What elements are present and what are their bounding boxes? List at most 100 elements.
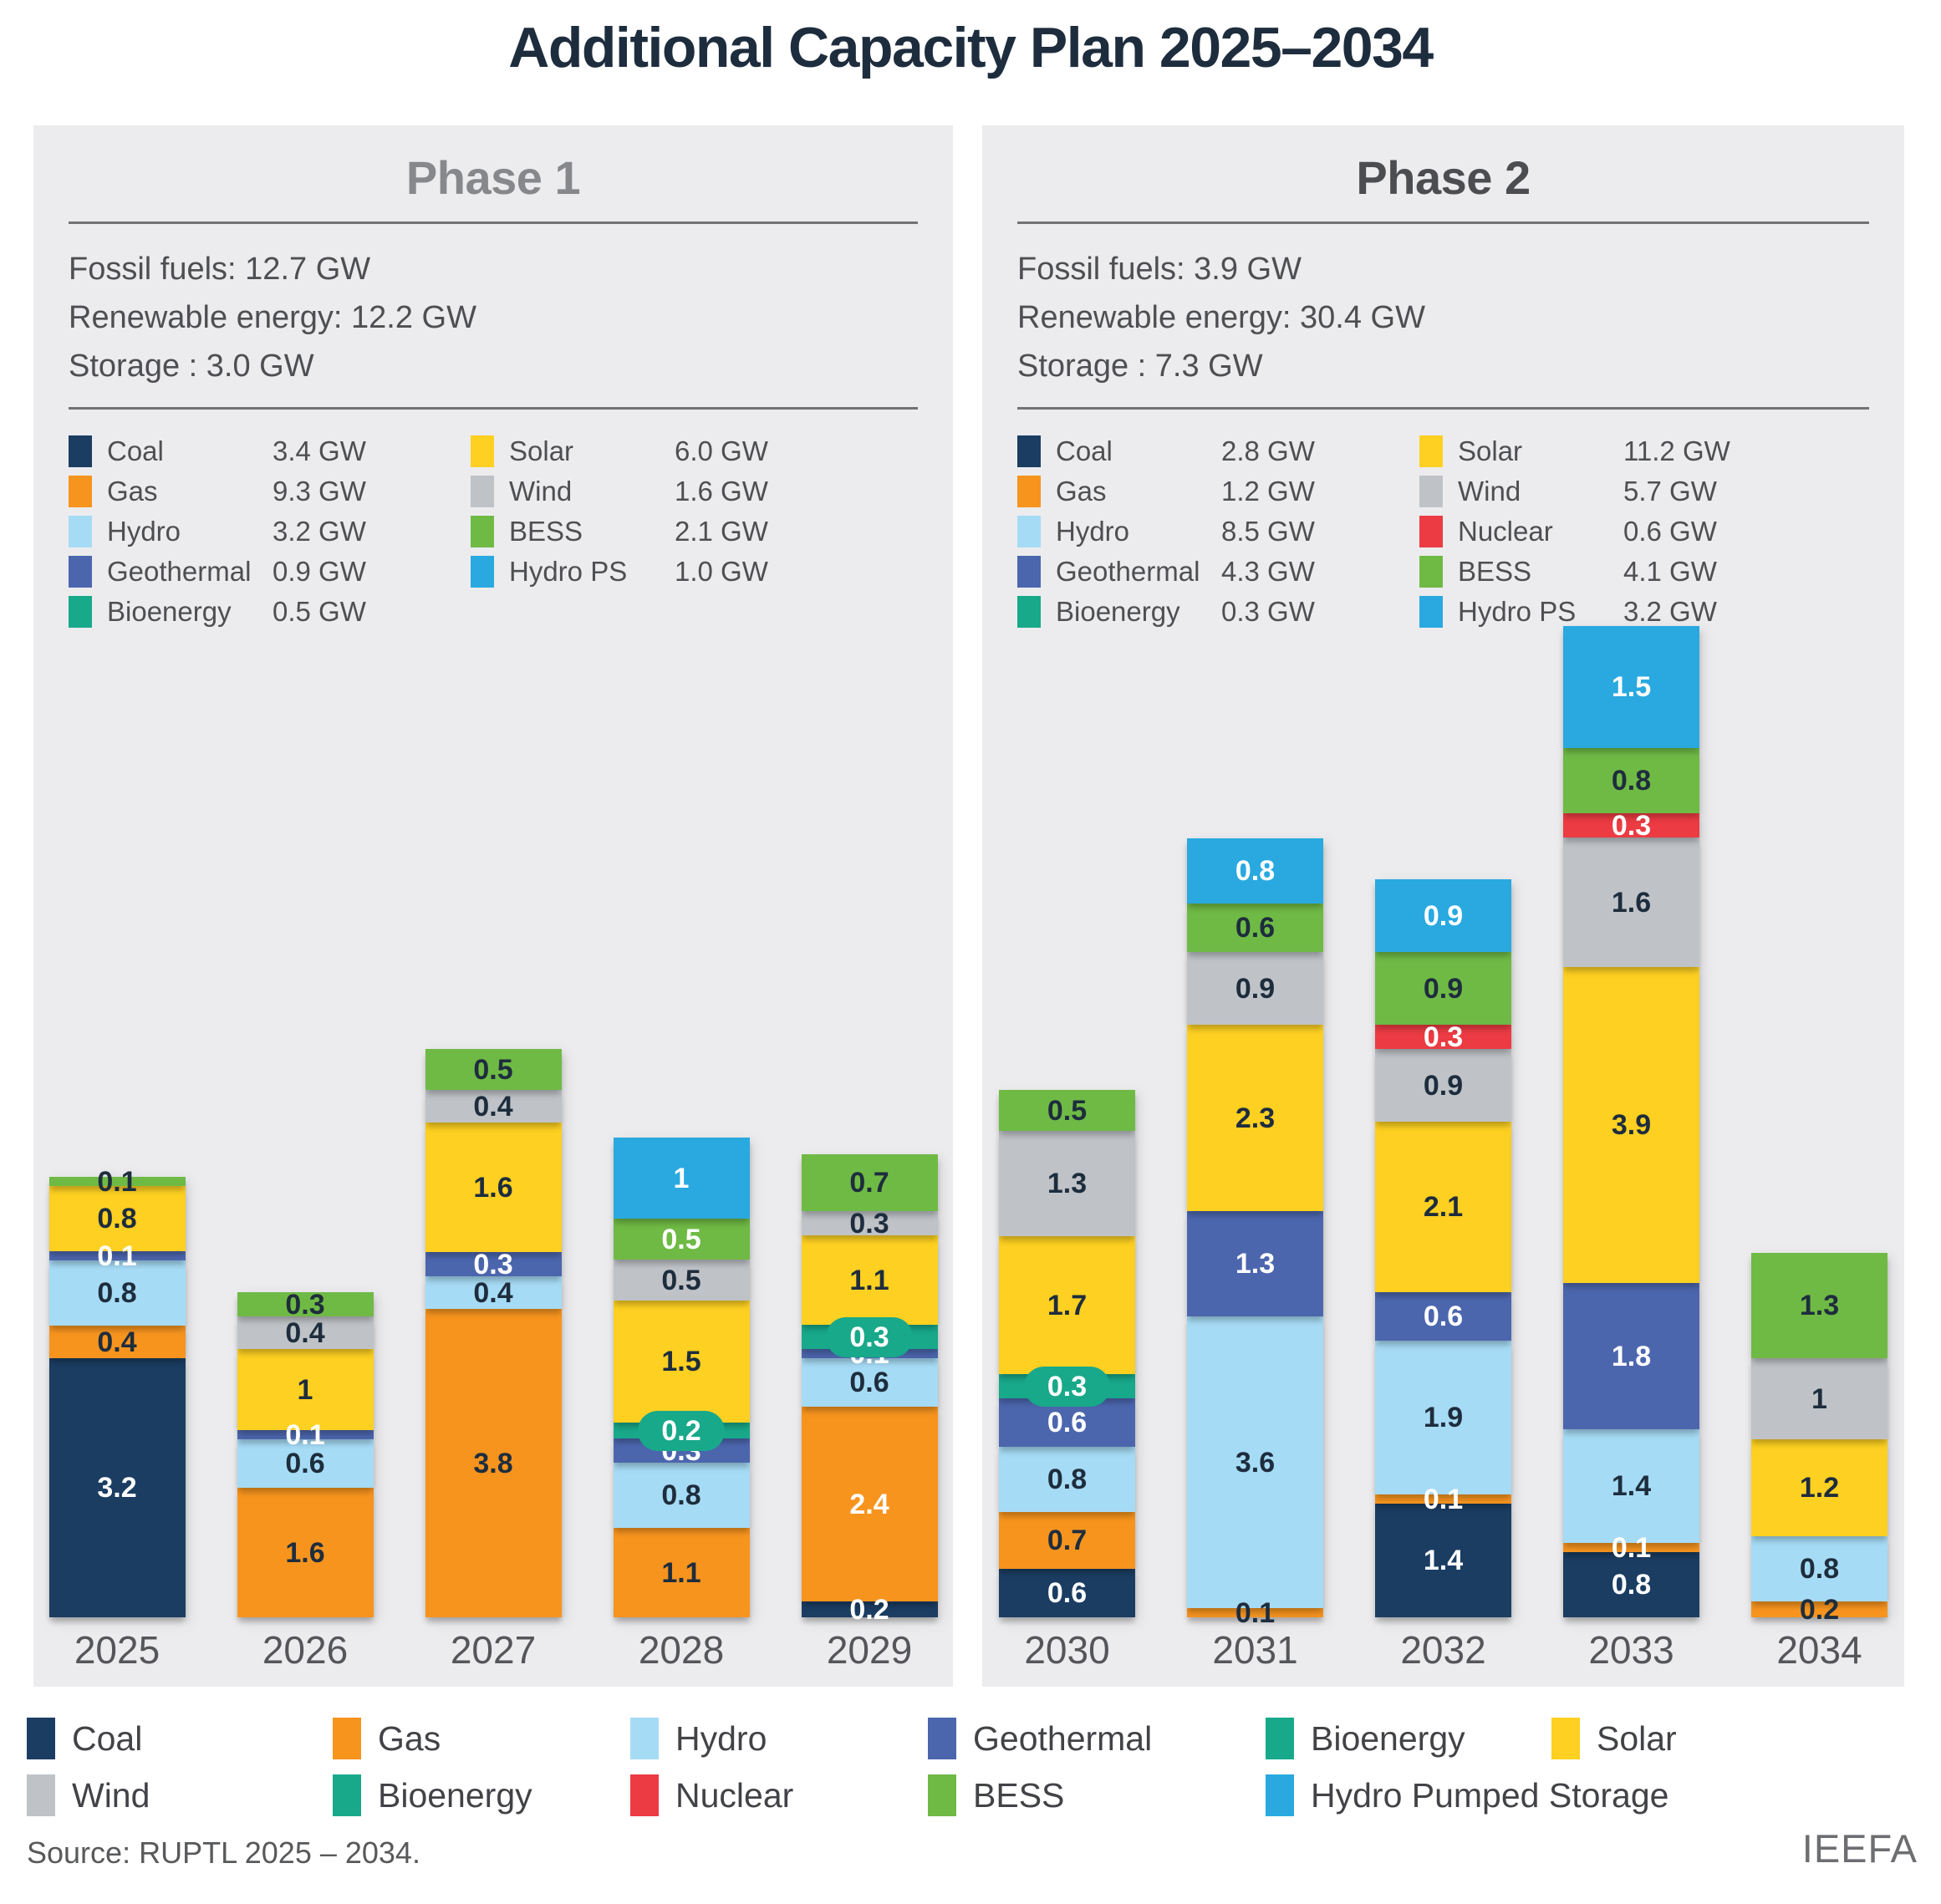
segment-value-label: 1 (673, 1162, 690, 1194)
bar-segment-hydro: 0.6 (801, 1358, 938, 1407)
footer-legend-item-hydro: Hydro (630, 1715, 928, 1762)
footer-legend-label: Bioenergy (378, 1775, 532, 1815)
divider (69, 407, 918, 410)
bar-segment-nuclear: 0.3 (1563, 809, 1699, 842)
segment-value-label: 0.4 (473, 1276, 513, 1309)
legend-value: 9.3 GW (273, 476, 366, 507)
bar-column-2034: 0.2 0.8 1.2 1 1.3 2034 (1751, 1253, 1888, 1672)
bar-segment-solar: 1.1 (801, 1235, 938, 1325)
segment-value-label: 3.9 (1611, 1109, 1652, 1141)
phase1-storage-total: Storage : 3.0 GW (69, 348, 314, 384)
footer-legend-item-coal: Coal (27, 1715, 333, 1762)
segment-value-label: 0.3 (1423, 1021, 1464, 1053)
legend-label: Geothermal (107, 556, 252, 588)
gas-swatch (69, 476, 92, 508)
segment-value-label: 0.1 (97, 1165, 137, 1198)
geothermal-swatch (1017, 556, 1041, 588)
segment-value-label: 2.4 (849, 1488, 889, 1520)
segment-value-label: 1.4 (1423, 1545, 1464, 1576)
legend-label: Gas (107, 476, 158, 507)
bar-segment-nuclear: 0.3 (1375, 1021, 1511, 1053)
year-label-2034: 2034 (1776, 1628, 1862, 1672)
bar-column-2031: 0.1 3.6 1.3 2.3 0.9 0.6 0.8 2031 (1187, 838, 1323, 1672)
segment-value-label: 3.8 (473, 1447, 513, 1479)
segment-value-label: 1.6 (285, 1536, 325, 1569)
segment-value-label: 0.3 (1023, 1366, 1111, 1407)
bar-column-2025: 3.2 0.4 0.8 0.1 0.8 0.1 2025 (48, 1168, 186, 1672)
bar-stack-2030: 0.6 0.7 0.8 0.6 0.3 1.7 1.3 0.5 (999, 1090, 1135, 1617)
legend-label: Hydro (1056, 516, 1130, 547)
bar-segment-bess: 0.5 (613, 1219, 750, 1260)
segment-value-label: 0.3 (1611, 809, 1652, 842)
segment-value-label: 0.2 (638, 1410, 725, 1451)
phase1-title: Phase 1 (405, 151, 581, 204)
segment-value-label: 0.4 (97, 1326, 137, 1358)
year-label-2032: 2032 (1400, 1628, 1486, 1672)
bar-stack-2028: 1.1 0.8 0.3 0.2 1.5 0.5 0.5 1 (613, 1138, 750, 1617)
bar-segment-solar: 3.9 (1563, 967, 1699, 1283)
bar-segment-coal: 0.2 (801, 1596, 938, 1624)
segment-value-label: 0.5 (473, 1053, 513, 1086)
divider (1017, 407, 1869, 410)
segment-value-label: 0.6 (1423, 1301, 1464, 1332)
bar-segment-hydro: 0.6 (237, 1439, 374, 1488)
footer-legend-label: Geothermal (973, 1718, 1153, 1758)
bar-segment-coal: 0.6 (999, 1569, 1135, 1617)
legend-item-coal: Coal 3.4 GW (69, 431, 471, 471)
legend-value: 1.2 GW (1221, 476, 1315, 507)
phase1-fossil-total: Fossil fuels: 12.7 GW (69, 252, 371, 287)
brand-logo: IEEFA (1801, 1826, 1918, 1871)
bar-segment-wind: 0.4 (425, 1090, 562, 1123)
legend-value: 0.6 GW (1623, 516, 1717, 547)
year-label-2031: 2031 (1212, 1628, 1298, 1672)
bar-segment-gas: 0.7 (999, 1512, 1135, 1569)
legend-label: BESS (1458, 556, 1532, 588)
bar-segment-bess: 0.5 (425, 1049, 562, 1090)
segment-value-label: 3.6 (1235, 1446, 1276, 1479)
phase2-fossil-total: Fossil fuels: 3.9 GW (1017, 252, 1302, 287)
bar-segment-hydro: 1.4 (1563, 1429, 1699, 1543)
bar-segment-coal: 0.8 (1563, 1552, 1699, 1617)
bar-segment-bioenergy: 0.3 (801, 1316, 938, 1357)
legend-item-hydro_ps: Hydro PS 3.2 GW (1419, 592, 1730, 632)
bar-segment-geothermal: 1.8 (1563, 1283, 1699, 1429)
bar-segment-bess: 0.9 (1375, 952, 1511, 1025)
legend-value: 0.3 GW (1221, 596, 1315, 628)
legend-value: 5.7 GW (1623, 476, 1717, 507)
segment-value-label: 1.9 (1423, 1402, 1464, 1433)
segment-value-label: 0.8 (1611, 765, 1652, 797)
segment-value-label: 0.5 (661, 1264, 701, 1296)
legend-label: Coal (107, 435, 164, 467)
bar-stack-2026: 1.6 0.6 0.1 1 0.4 0.3 (237, 1291, 374, 1617)
legend-item-bioenergy: Bioenergy 0.3 GW (1017, 592, 1419, 632)
bar-segment-bess: 0.1 (48, 1168, 186, 1196)
segment-value-label: 0.9 (1235, 972, 1276, 1005)
footer-legend-item-wind: Wind (27, 1772, 333, 1819)
bar-segment-geothermal: 0.6 (999, 1398, 1135, 1447)
year-label-2030: 2030 (1024, 1628, 1110, 1672)
bar-segment-bess: 1.3 (1751, 1253, 1888, 1358)
legend-label: Hydro (107, 516, 181, 547)
legend-value: 8.5 GW (1221, 516, 1315, 547)
bar-segment-geothermal: 0.1 (48, 1242, 186, 1270)
bar-segment-bess: 0.3 (237, 1291, 374, 1319)
bar-column-2026: 1.6 0.6 0.1 1 0.4 0.3 2026 (237, 1291, 374, 1672)
bar-segment-hydro: 1.9 (1375, 1341, 1511, 1494)
bar-segment-bess: 0.7 (801, 1154, 938, 1211)
bar-column-2028: 1.1 0.8 0.3 0.2 1.5 0.5 0.5 1 2028 (613, 1138, 750, 1672)
bioenergy-swatch (333, 1774, 361, 1816)
bar-stack-2033: 0.8 0.1 1.4 1.8 3.9 1.6 0.3 0.8 1.5 (1563, 626, 1699, 1617)
footer-legend-label: Hydro (675, 1718, 767, 1758)
bar-column-2027: 3.8 0.4 0.3 1.6 0.4 0.5 2027 (425, 1049, 562, 1672)
divider (1017, 221, 1869, 224)
legend-item-bess: BESS 2.1 GW (471, 512, 768, 552)
bar-stack-2032: 1.4 0.1 1.9 0.6 2.1 0.9 0.3 0.9 0.9 (1375, 879, 1511, 1617)
bar-segment-gas: 0.1 (1563, 1534, 1699, 1562)
coal-swatch (27, 1718, 55, 1759)
bar-segment-wind: 0.5 (613, 1260, 750, 1301)
legend-item-bioenergy: Bioenergy 0.5 GW (69, 592, 471, 632)
legend-item-geothermal: Geothermal 4.3 GW (1017, 552, 1419, 592)
bar-segment-geothermal: 0.3 (425, 1250, 562, 1279)
segment-value-label: 0.1 (1611, 1531, 1652, 1564)
coal-swatch (69, 435, 92, 468)
